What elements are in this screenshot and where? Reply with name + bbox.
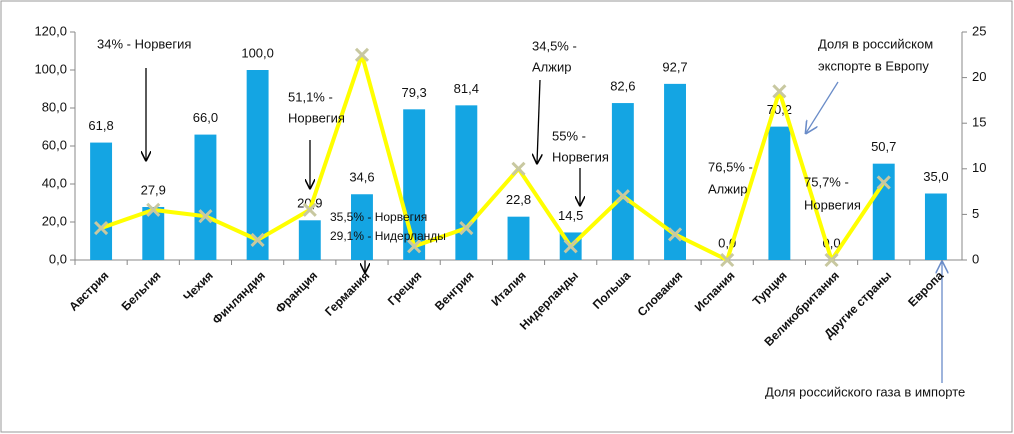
data-label: 27,9 <box>141 182 166 197</box>
marker <box>354 47 370 62</box>
y-tick-label: 80,0 <box>42 99 67 114</box>
arrows <box>146 68 942 383</box>
data-label: 61,8 <box>88 118 113 133</box>
y2-tick-label: 0 <box>972 251 979 266</box>
annotation: 51,1% - <box>288 89 333 104</box>
marker <box>302 202 317 217</box>
marker <box>720 252 735 268</box>
data-label: 20,9 <box>297 196 322 211</box>
marker <box>772 84 787 99</box>
line <box>100 52 886 262</box>
bar <box>924 193 947 260</box>
marker <box>198 209 213 224</box>
bar <box>90 142 113 260</box>
bar <box>872 163 895 260</box>
y2-tick-label: 20 <box>972 69 986 84</box>
bar <box>246 70 269 260</box>
data-label: 82,6 <box>610 78 635 93</box>
y-tick-label: 40,0 <box>42 175 67 190</box>
bar <box>768 126 791 261</box>
annotation: Доля в российском <box>818 36 933 51</box>
data-label: 35,0 <box>923 169 948 184</box>
annotation: Норвегия <box>804 197 861 212</box>
marker <box>615 189 630 204</box>
bar <box>611 103 634 260</box>
bar <box>142 206 165 260</box>
data-label: 14,5 <box>558 208 583 223</box>
y-tick-label: 120,0 <box>34 23 67 38</box>
data-label: 79,3 <box>401 85 426 100</box>
marker <box>250 232 265 247</box>
bar <box>507 216 530 260</box>
marker <box>407 239 422 254</box>
annotation: экспорте в Европу <box>818 58 929 73</box>
marker <box>459 221 474 236</box>
marker <box>563 239 578 254</box>
data-label: 100,0 <box>241 45 274 60</box>
marker <box>511 161 526 176</box>
y-tick-label: 0,0 <box>49 251 67 266</box>
y-tick-label: 100,0 <box>34 61 67 76</box>
annotation: 75,7% - <box>804 174 849 189</box>
y2-tick-label: 10 <box>972 160 986 175</box>
data-label: 81,4 <box>454 81 479 96</box>
bar <box>664 83 686 261</box>
annotation: Алжир <box>532 59 571 74</box>
marker <box>94 221 109 236</box>
marker <box>146 202 161 217</box>
y2-tick-label: 25 <box>972 23 986 38</box>
annotation: Норвегия <box>288 110 345 125</box>
annotation: 76,5% - <box>708 159 753 174</box>
data-label: 50,7 <box>871 139 896 154</box>
marker <box>667 227 683 242</box>
annotation: Норвегия <box>552 149 609 164</box>
data-label: 66,0 <box>193 110 218 125</box>
y2-tick-label: 15 <box>972 115 986 130</box>
annotation: Алжир <box>708 181 747 196</box>
y-tick-label: 20,0 <box>42 213 67 228</box>
bar <box>298 220 321 260</box>
annotation: 35,5% - Норвегия <box>330 210 427 224</box>
annotation: 55% - <box>552 128 586 143</box>
annotation: 34% - Норвегия <box>97 36 191 51</box>
y-tick-label: 60,0 <box>42 137 67 152</box>
bar <box>455 105 478 260</box>
data-label: 22,8 <box>506 192 531 207</box>
marker <box>876 175 891 190</box>
bar <box>194 134 217 260</box>
annotation: 29,1% - Нидерланды <box>330 229 446 243</box>
annotation: Доля российского газа в импорте <box>765 384 965 399</box>
data-label: 92,7 <box>662 59 687 74</box>
bar <box>351 194 373 260</box>
marker <box>824 252 839 268</box>
y2-tick-label: 5 <box>972 206 979 221</box>
annotation: 34,5% - <box>532 38 577 53</box>
data-label: 34,6 <box>349 170 374 185</box>
